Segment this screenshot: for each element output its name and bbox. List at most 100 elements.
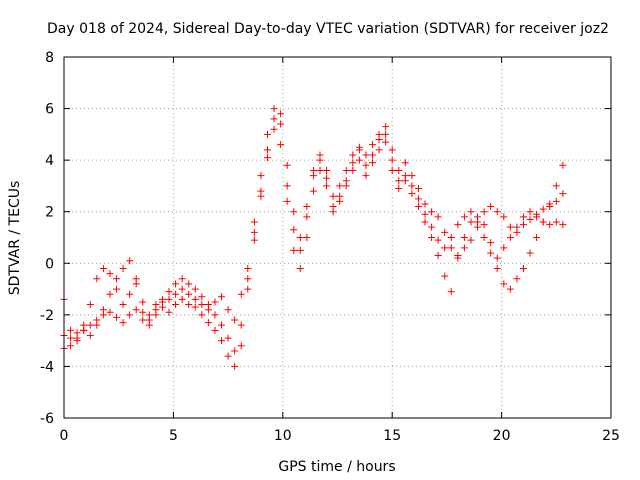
data-point [454,254,462,262]
data-point [257,172,265,180]
data-point [546,203,554,211]
data-point [296,234,304,241]
data-point [80,326,88,334]
data-point [218,321,226,329]
data-point [395,177,403,185]
data-point [336,182,344,190]
data-point [191,303,199,311]
data-point [428,223,436,231]
data-point [349,166,357,174]
axis-ticks: 0 5 10 15 20 25 -6 -4 -2 0 2 4 6 8 [40,50,620,444]
data-point [204,319,212,327]
data-point [139,308,147,316]
data-point [401,159,409,167]
data-point [113,285,121,293]
data-point [414,203,422,211]
data-point [369,151,377,159]
data-point [165,308,173,316]
y-axis-label: SDTVAR / TECUs [7,181,23,296]
data-point [526,215,534,223]
data-point [158,303,166,311]
data-point [500,280,508,288]
data-point [178,295,186,303]
data-point [277,141,285,149]
data-point [500,244,508,252]
data-point [86,321,94,329]
data-point [237,321,245,329]
x-axis-label: GPS time / hours [278,459,395,475]
data-point [349,151,357,159]
data-point [106,308,114,316]
data-point [224,306,232,314]
data-point [185,301,193,309]
data-point [467,236,475,244]
data-point [362,172,370,180]
data-point [172,280,180,288]
data-point [526,208,534,216]
data-point [290,246,298,254]
x-tick-label: 25 [602,428,620,444]
data-point [263,146,271,154]
data-point [513,275,521,283]
data-point [139,298,147,306]
data-point [283,197,291,205]
data-point [126,311,134,319]
chart-title: Day 018 of 2024, Sidereal Day-to-day VTE… [47,21,609,37]
data-point [290,208,298,216]
data-point [296,264,304,272]
data-point [369,159,377,167]
data-point [244,285,252,293]
data-point [388,156,396,164]
data-point [421,210,429,218]
data-point [73,337,81,345]
x-tick-label: 0 [60,428,69,444]
data-point [303,213,311,221]
data-point [67,334,75,342]
data-point [428,234,436,241]
data-point [329,192,337,200]
data-point [250,236,258,244]
data-point [67,342,75,350]
data-point [185,290,193,298]
data-point [559,161,567,169]
data-point [434,213,442,221]
data-point [414,195,422,203]
data-point [67,326,75,334]
data-point [506,223,514,231]
data-point [362,151,370,159]
data-point [480,221,488,229]
data-point [172,290,180,298]
data-point [342,166,350,174]
data-point [467,208,475,216]
data-point [487,249,495,257]
data-point [441,244,449,252]
data-point [113,313,121,321]
data-point [263,154,271,162]
data-point [86,301,94,309]
data-point [447,234,455,241]
data-point [349,159,357,167]
data-point [460,234,468,241]
data-point [355,143,363,151]
data-point [178,275,186,283]
series-1 [60,115,567,342]
data-point [99,264,107,272]
x-tick-label: 5 [169,428,178,444]
series-2 [60,105,567,355]
x-tick-label: 20 [493,428,511,444]
data-point [316,156,324,164]
data-point [408,182,416,190]
data-point [434,252,442,260]
data-point [382,123,390,131]
data-point [519,213,527,221]
data-point [382,130,390,138]
data-point [211,326,219,334]
data-point [270,125,278,133]
data-point [250,228,258,236]
data-point [231,316,239,324]
data-point [519,221,527,229]
data-point [237,290,245,298]
data-point [86,331,94,339]
data-point [198,301,206,309]
